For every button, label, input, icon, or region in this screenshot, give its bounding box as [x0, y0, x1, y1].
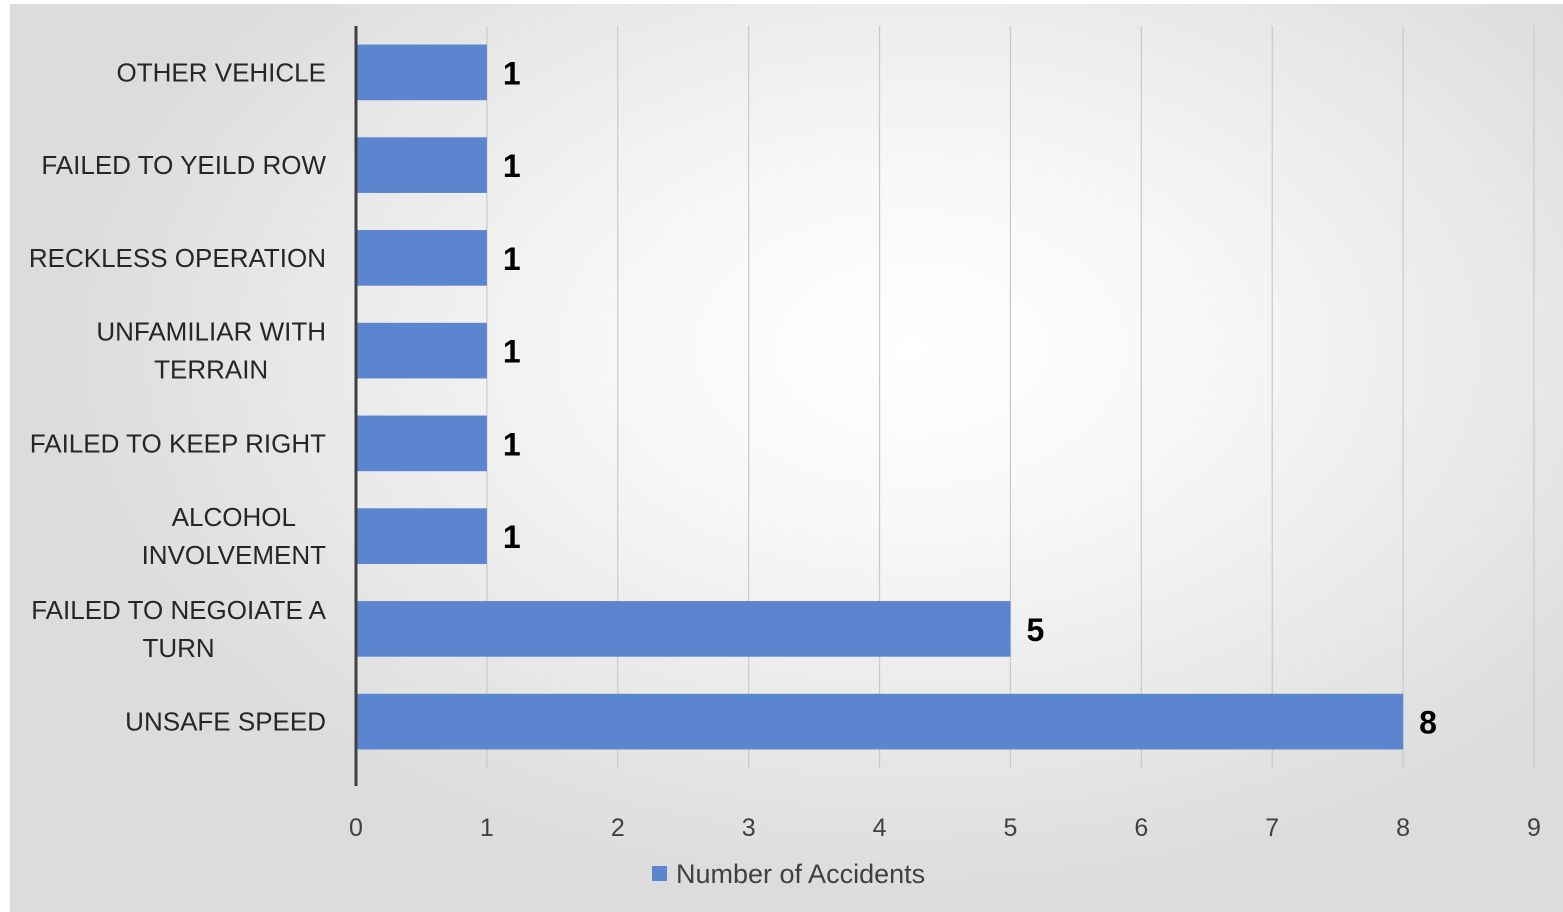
category-label: FAILED TO KEEP RIGHT — [30, 428, 326, 458]
x-tick-label: 8 — [1396, 814, 1410, 842]
data-label: 1 — [503, 519, 521, 555]
x-tick-label: 1 — [480, 814, 494, 842]
category-label: ALCOHOL INVOLVEMENT — [142, 502, 327, 570]
bar-chart: OTHER VEHICLE FAILED TO YEILD ROW RECKLESS… — [10, 4, 1563, 912]
data-label: 8 — [1419, 705, 1437, 741]
x-tick-label: 0 — [349, 814, 363, 842]
x-tick-labels: 0 1 2 3 4 5 6 7 8 9 — [349, 814, 1541, 842]
data-label: 1 — [503, 334, 521, 370]
bar — [358, 45, 487, 101]
data-label: 1 — [503, 55, 521, 91]
bar — [358, 601, 1011, 657]
data-label: 1 — [503, 426, 521, 462]
legend-label: Number of Accidents — [676, 859, 925, 889]
x-tick-label: 7 — [1265, 814, 1279, 842]
x-tick-label: 4 — [873, 814, 887, 842]
bar — [358, 416, 487, 472]
x-tick-label: 2 — [611, 814, 625, 842]
x-tick-label: 5 — [1003, 814, 1017, 842]
data-label: 1 — [503, 148, 521, 184]
bar — [358, 137, 487, 193]
category-label: UNSAFE SPEED — [125, 707, 326, 737]
x-tick-label: 3 — [742, 814, 756, 842]
x-tick-label: 6 — [1134, 814, 1148, 842]
data-label: 1 — [503, 241, 521, 277]
legend-swatch — [652, 866, 667, 881]
category-label: FAILED TO NEGOIATE A TURN — [31, 595, 326, 663]
data-label: 5 — [1026, 612, 1044, 648]
bar — [358, 230, 487, 286]
category-label: RECKLESS OPERATION — [29, 243, 326, 273]
bar — [358, 694, 1404, 750]
bar — [358, 323, 487, 379]
category-label: OTHER VEHICLE — [117, 57, 327, 87]
category-label: FAILED TO YEILD ROW — [41, 150, 326, 180]
category-label: UNFAMILIAR WITH TERRAIN — [96, 317, 326, 385]
bar — [358, 508, 487, 564]
chart-area: OTHER VEHICLE FAILED TO YEILD ROW RECKLESS… — [10, 4, 1563, 912]
x-tick-label: 9 — [1527, 814, 1541, 842]
category-labels: OTHER VEHICLE FAILED TO YEILD ROW RECKLESS… — [29, 57, 327, 736]
legend: Number of Accidents — [652, 859, 925, 889]
